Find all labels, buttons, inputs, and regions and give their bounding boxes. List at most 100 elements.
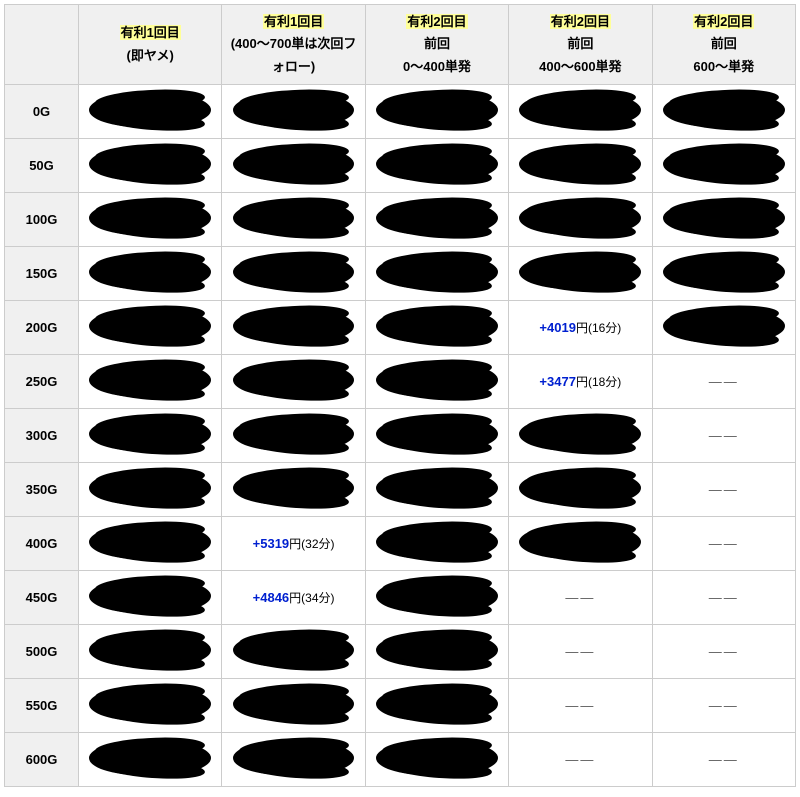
table-row: 600G———— [5,733,796,787]
cell [509,517,652,571]
column-title: 有利2回目 [550,14,611,29]
cell [365,679,508,733]
cell: —— [509,625,652,679]
redacted-scribble [89,363,211,397]
redacted-scribble [376,363,498,397]
table-row: 350G —— [5,463,796,517]
cell: +3477円(18分) [509,355,652,409]
cell [222,625,365,679]
column-header-4: 有利2回目前回600～単発 [652,5,795,85]
table-row: 300G —— [5,409,796,463]
cell [652,139,795,193]
value-unit: 円 [576,375,588,389]
column-sub: 前回 [567,36,593,51]
cell: —— [652,409,795,463]
row-label: 50G [5,139,79,193]
cell [509,247,652,301]
dash-placeholder: —— [565,590,595,605]
cell [79,85,222,139]
cell [652,193,795,247]
redacted-scribble [376,417,498,451]
cell [222,355,365,409]
cell [79,517,222,571]
dash-placeholder: —— [709,698,739,713]
table-row: 200G+4019円(16分) [5,301,796,355]
cell: —— [652,571,795,625]
row-label: 350G [5,463,79,517]
redacted-scribble [89,255,211,289]
cell [509,193,652,247]
cell [365,85,508,139]
cell: +5319円(32分) [222,517,365,571]
cell [652,85,795,139]
data-table: 有利1回目 (即ヤメ) 有利1回目 (400～700単は次回フォロー)有利2回目前回0… [4,4,796,787]
row-label: 450G [5,571,79,625]
redacted-scribble [519,525,641,559]
cell [509,85,652,139]
value-amount: +3477 [539,374,576,389]
value-amount: +4846 [253,590,290,605]
cell [222,463,365,517]
cell [79,355,222,409]
cell [79,139,222,193]
cell [222,193,365,247]
redacted-scribble [519,417,641,451]
redacted-scribble [663,255,785,289]
redacted-scribble [519,93,641,127]
cell [79,679,222,733]
redacted-scribble [89,147,211,181]
cell: —— [652,733,795,787]
dash-placeholder: —— [565,698,595,713]
table-row: 100G [5,193,796,247]
value-note: (34分) [301,591,334,605]
cell [79,463,222,517]
redacted-scribble [376,471,498,505]
value-amount: +5319 [253,536,290,551]
column-title: 有利1回目 [120,25,181,40]
redacted-scribble [663,147,785,181]
dash-placeholder: —— [709,644,739,659]
column-title: 有利1回目 [263,14,324,29]
redacted-scribble [89,417,211,451]
redacted-scribble [376,309,498,343]
table-row: 500G———— [5,625,796,679]
cell [79,571,222,625]
column-sub: (400～700単は次回フォロー) [231,36,357,73]
table-body: 0G50G100G150G200G+4019円(16分)250G+3477円(1… [5,85,796,787]
dash-placeholder: —— [709,590,739,605]
cell [365,409,508,463]
column-sub: 600～単発 [693,59,754,74]
row-label: 300G [5,409,79,463]
redacted-scribble [519,201,641,235]
redacted-scribble [233,741,355,775]
column-header-2: 有利2回目前回0～400単発 [365,5,508,85]
cell [365,247,508,301]
redacted-scribble [519,147,641,181]
cell [509,409,652,463]
cell [79,247,222,301]
table-row: 50G [5,139,796,193]
table-row: 400G+5319円(32分)—— [5,517,796,571]
cell [509,463,652,517]
redacted-scribble [233,147,355,181]
cell: —— [652,355,795,409]
redacted-scribble [376,741,498,775]
cell: +4846円(34分) [222,571,365,625]
column-sub: (即ヤメ) [126,48,173,63]
redacted-scribble [233,201,355,235]
cell [79,625,222,679]
cell [222,733,365,787]
table-header: 有利1回目 (即ヤメ) 有利1回目 (400～700単は次回フォロー)有利2回目前回0… [5,5,796,85]
redacted-scribble [233,309,355,343]
redacted-scribble [89,633,211,667]
redacted-scribble [89,471,211,505]
row-label: 150G [5,247,79,301]
redacted-scribble [376,201,498,235]
redacted-scribble [376,525,498,559]
redacted-scribble [376,633,498,667]
cell [79,193,222,247]
redacted-scribble [89,525,211,559]
redacted-scribble [233,93,355,127]
cell [79,301,222,355]
dash-placeholder: —— [709,482,739,497]
